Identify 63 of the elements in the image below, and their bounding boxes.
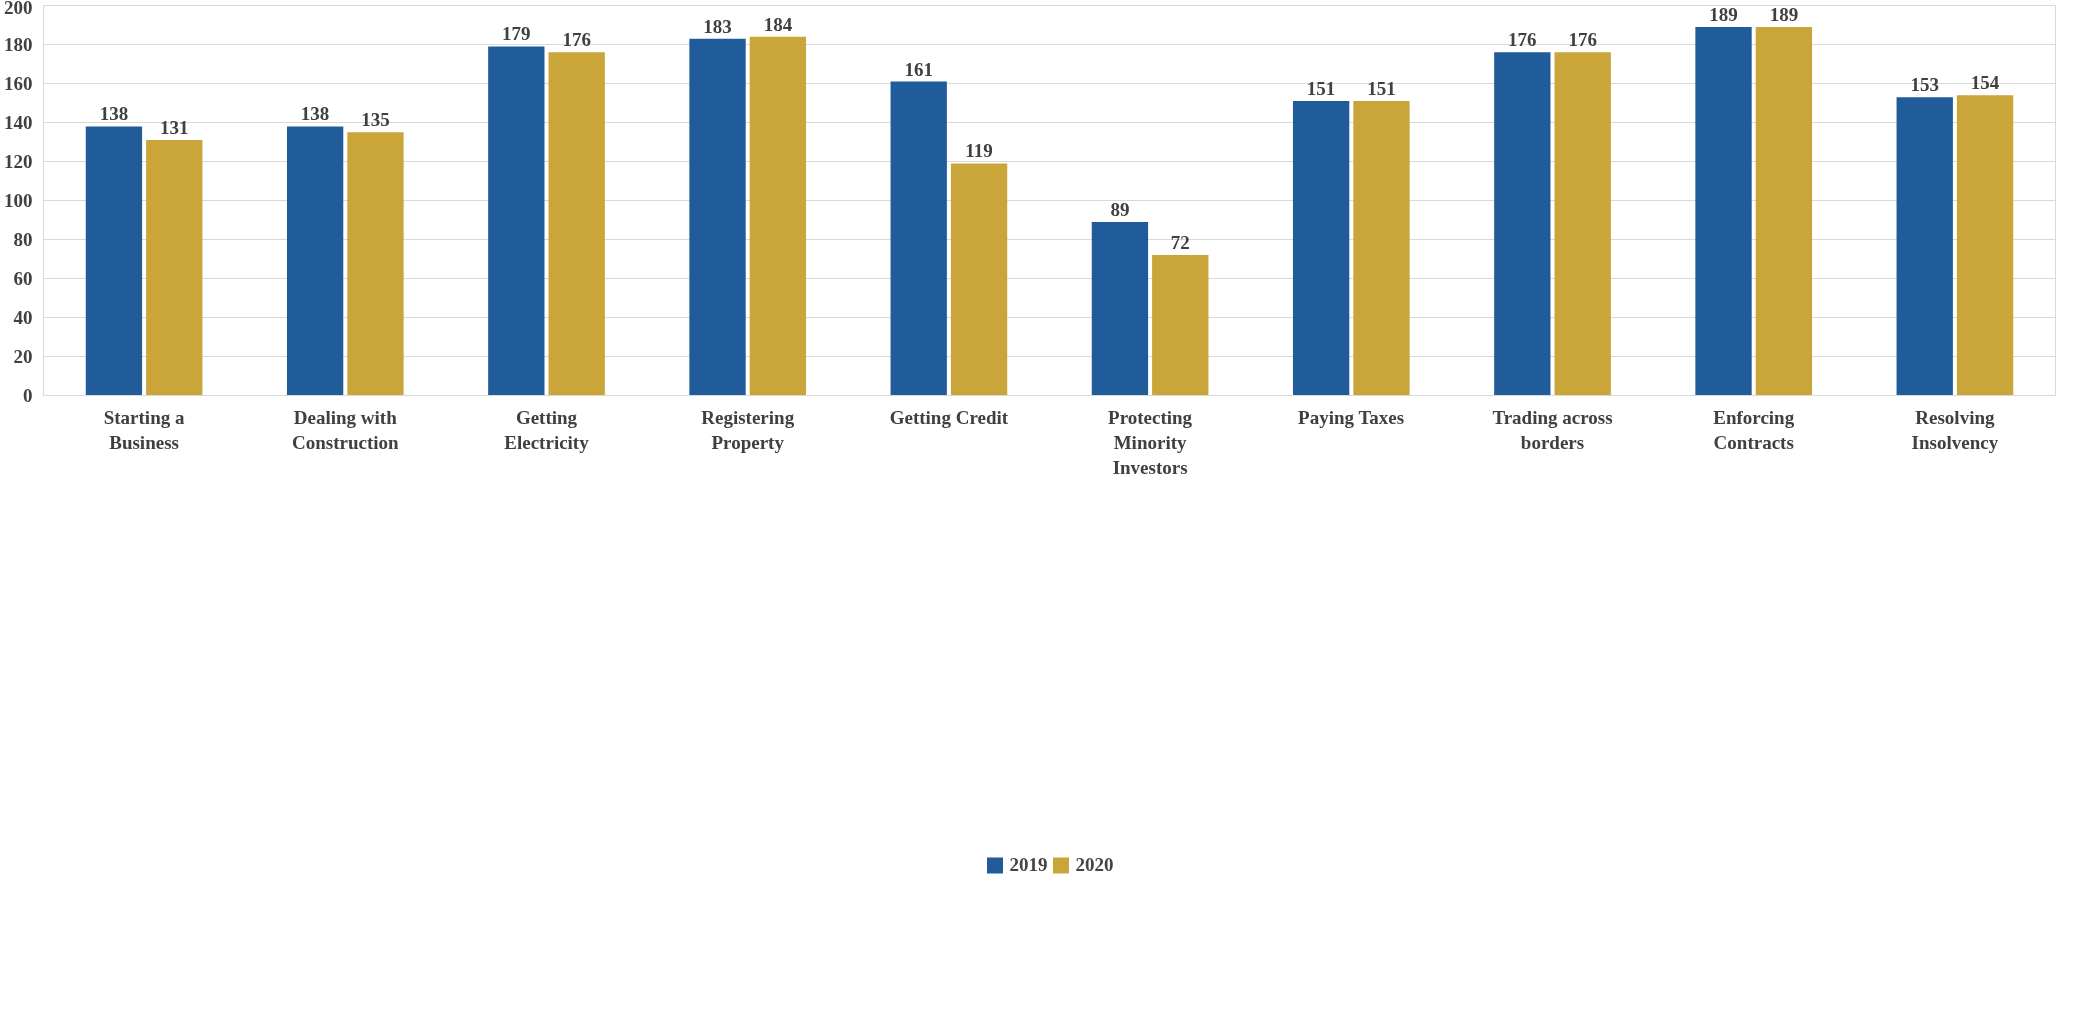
bar: [1695, 26, 1752, 396]
bar: [286, 126, 344, 396]
y-tick-label: 60: [13, 268, 33, 289]
x-tick-label: Enforcing Contracts: [1713, 406, 1795, 453]
bar: [85, 126, 143, 396]
legend-label: 2019: [1009, 853, 1048, 876]
data-label: 176: [1568, 29, 1597, 51]
data-label: 184: [763, 13, 793, 35]
data-label: 153: [1910, 74, 1939, 96]
y-tick-label: 20: [13, 346, 33, 367]
y-tick-label: 180: [4, 34, 33, 55]
x-tick-label: Paying Taxes: [1298, 406, 1405, 428]
x-tick-label: Resolving Insolvency: [1911, 406, 1999, 453]
y-tick-label: 0: [23, 385, 33, 406]
bar: [548, 52, 605, 396]
bar: [1755, 26, 1813, 396]
bar: [1152, 255, 1209, 396]
bar: [347, 132, 404, 396]
y-tick-label: 100: [4, 190, 33, 211]
data-label: 154: [1970, 72, 2000, 94]
x-tick-label: Getting Credit: [889, 406, 1009, 428]
bar: [1091, 221, 1149, 396]
bar: [1554, 52, 1611, 396]
x-tick-label: Trading across borders: [1492, 406, 1613, 453]
data-label: 119: [965, 140, 993, 162]
legend-label: 2020: [1075, 853, 1114, 876]
bar: [1494, 52, 1551, 396]
data-label: 72: [1170, 232, 1190, 254]
y-tick-label: 200: [4, 0, 33, 18]
x-tick-label: Protecting Minority Investors: [1108, 406, 1193, 478]
data-label: 189: [1709, 3, 1738, 25]
bar: [890, 81, 947, 396]
bar: [950, 163, 1008, 396]
bar: [488, 46, 545, 396]
y-tick-label: 140: [4, 112, 33, 133]
x-tick-label: Getting Electricity: [504, 406, 590, 453]
y-tick-label: 120: [4, 151, 33, 172]
bar: [1292, 101, 1350, 396]
y-tick-label: 80: [13, 229, 33, 250]
data-label: 131: [160, 117, 189, 139]
bar: [1896, 97, 1953, 396]
data-label: 176: [562, 29, 591, 51]
y-tick-label: 160: [4, 73, 33, 94]
bar: [749, 36, 807, 396]
data-label: 135: [361, 109, 390, 131]
data-label: 176: [1508, 29, 1537, 51]
data-label: 89: [1110, 198, 1130, 220]
x-tick-label: Dealing with Construction: [291, 406, 400, 453]
data-label: 151: [1367, 78, 1396, 100]
x-tick-label: Starting a Business: [103, 406, 185, 453]
data-label: 138: [300, 103, 330, 125]
y-tick-label: 40: [13, 307, 33, 328]
data-label: 183: [703, 15, 732, 37]
bar: [689, 38, 746, 396]
data-label: 189: [1769, 3, 1799, 25]
x-tick-label: Registering Property: [701, 406, 795, 453]
data-label: 138: [99, 103, 129, 125]
bar: [1353, 101, 1410, 396]
data-label: 151: [1306, 78, 1336, 100]
data-label: 161: [904, 58, 933, 80]
data-label: 179: [502, 23, 531, 45]
bar: [146, 140, 203, 396]
bar: [1956, 95, 2014, 396]
